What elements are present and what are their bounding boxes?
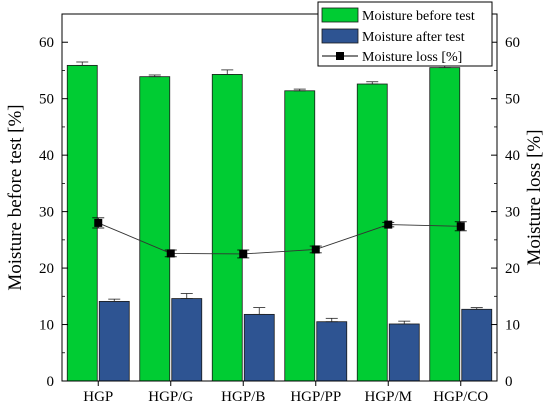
left-tick-label-4: 40 [39,148,54,164]
bar-before-5 [429,67,461,382]
error-bar-before-1 [148,74,161,78]
bar-after-0 [98,300,130,382]
loss-point-1 [166,249,175,258]
bar-after-2 [243,313,275,382]
bar-before-0 [66,64,98,382]
right-tick-label-3: 30 [505,205,520,221]
error-bar-after-1 [180,293,193,299]
legend-swatch-1 [321,28,359,44]
loss-point-4 [384,220,393,229]
left-tick-label-6: 60 [39,35,54,51]
x-tick-label-5: HGP/CO [433,389,488,405]
legend-label-2: Moisture loss [%] [362,50,462,65]
x-tick-label-0: HGP [83,389,113,405]
error-bar-before-2 [221,69,234,75]
plot-frame [61,13,498,382]
loss-point-3 [311,245,320,254]
legend-swatch-0 [321,7,359,23]
legend: Moisture before test Moisture after test M… [317,1,493,67]
left-tick-label-3: 30 [39,205,54,221]
x-tick-label-4: HGP/M [364,389,412,405]
error-bar-after-3 [325,317,338,323]
legend-marker-2 [336,52,344,60]
legend-label-0: Moisture before test [362,9,475,24]
right-y-axis: 0 10 20 30 40 50 60 [491,35,520,390]
x-tick-label-2: HGP/B [221,389,265,405]
left-tick-label-5: 50 [39,92,54,108]
left-tick-label-1: 10 [39,318,54,334]
bar-before-3 [284,90,316,382]
loss-point-0 [94,218,103,227]
left-axis-title: Moisture before test [%] [5,104,26,290]
error-bar-after-5 [470,307,483,310]
loss-point-2 [239,249,248,258]
bar-after-1 [171,298,203,382]
bar-before-2 [211,74,243,382]
right-axis-title: Moisture loss [%] [524,129,545,265]
error-bar-before-3 [293,88,306,92]
error-bar-after-2 [253,307,266,315]
plot-area [61,13,498,382]
left-tick-label-0: 0 [47,374,55,390]
right-tick-label-4: 40 [505,148,520,164]
x-axis: HGP HGP/G HGP/B HGP/PP HGP/M HGP/CO [83,381,488,405]
left-y-axis: 0 10 20 30 40 50 60 [39,35,68,390]
bar-before-4 [356,83,388,382]
left-tick-label-2: 20 [39,261,54,277]
error-bar-after-0 [108,298,121,302]
error-bar-after-4 [398,320,411,325]
loss-point-5 [456,222,465,231]
bar-after-3 [316,321,348,382]
moisture-loss-line [98,222,461,255]
legend-label-1: Moisture after test [362,30,465,45]
right-tick-label-0: 0 [505,374,513,390]
right-tick-label-5: 50 [505,92,520,108]
bar-before-1 [139,76,171,382]
right-tick-label-6: 60 [505,35,520,51]
bar-after-4 [388,323,420,382]
right-tick-label-2: 20 [505,261,520,277]
right-tick-label-1: 10 [505,318,520,334]
bar-after-5 [461,308,493,382]
x-tick-label-1: HGP/G [148,389,193,405]
error-bar-before-4 [366,81,379,85]
error-bar-before-0 [76,61,89,66]
x-tick-label-3: HGP/PP [290,389,341,405]
